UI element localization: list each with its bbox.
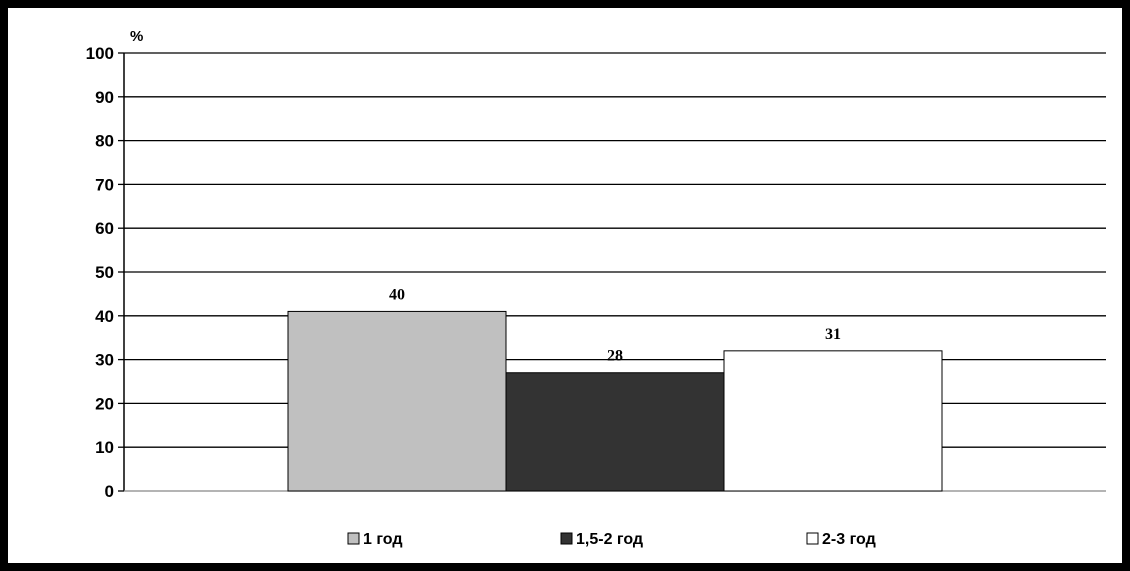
bar-3 — [723, 350, 943, 492]
legend-label-3: 2-3 год — [822, 531, 876, 548]
y-tick-label: 30 — [95, 351, 114, 370]
y-tick-label: 20 — [95, 394, 114, 413]
y-unit-label: % — [130, 28, 143, 45]
legend-label-1: 1 год — [363, 531, 403, 548]
y-tick-label: 40 — [95, 307, 114, 326]
legend-swatch-1 — [347, 532, 360, 545]
legend: 1 год 1,5-2 год 2-3 год — [347, 531, 876, 548]
y-tick-label: 10 — [95, 438, 114, 457]
legend-swatch-2 — [560, 532, 573, 545]
y-tick-label: 70 — [95, 175, 114, 194]
y-tick-label: 60 — [95, 219, 114, 238]
bar-chart: 0 10 20 30 40 50 60 70 80 90 100 % 40 28 31 1 год 1,5… — [86, 28, 1106, 548]
y-tick-label: 50 — [95, 263, 114, 282]
legend-swatch-3 — [806, 532, 819, 545]
data-label-1: 40 — [389, 286, 405, 303]
data-label-3: 31 — [825, 326, 841, 343]
y-tick-label: 100 — [86, 44, 114, 63]
y-tick-label: 0 — [105, 482, 114, 501]
bar-1 — [287, 310, 507, 492]
y-tick-label: 80 — [95, 132, 114, 151]
bars — [287, 310, 943, 492]
legend-label-2: 1,5-2 год — [576, 531, 643, 548]
data-labels: 40 28 31 — [389, 286, 841, 364]
y-tick-label: 90 — [95, 88, 114, 107]
data-label-2: 28 — [607, 348, 623, 365]
bar-2 — [505, 372, 725, 492]
